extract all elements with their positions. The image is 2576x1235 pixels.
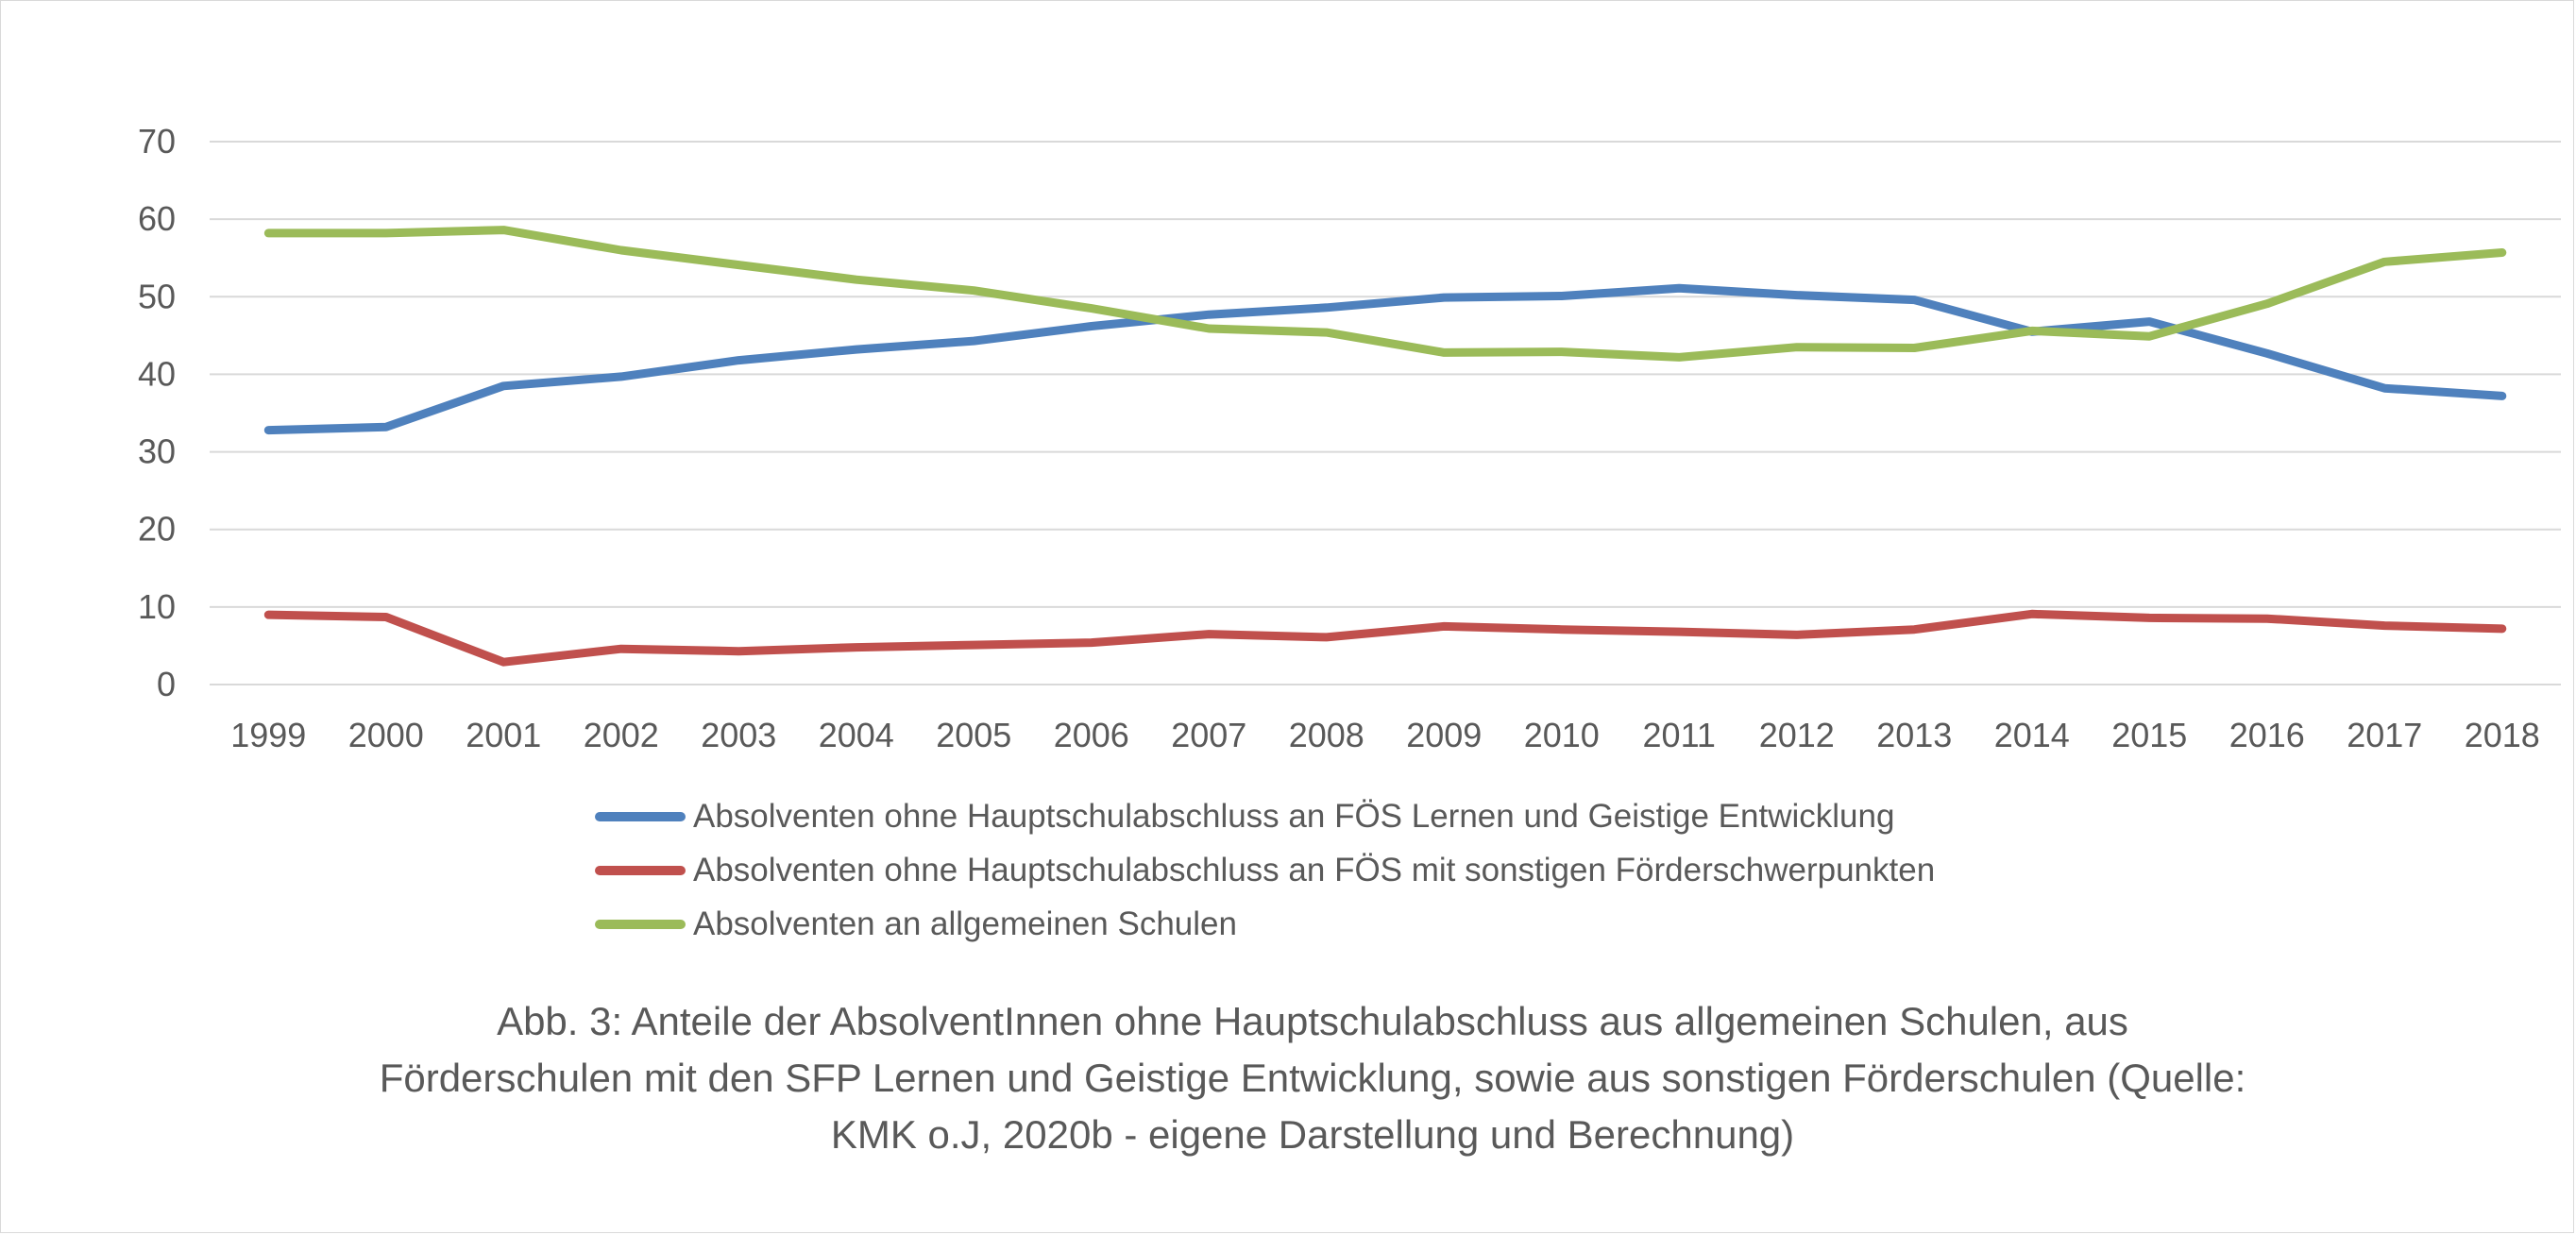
legend-item: Absolventen an allgemeinen Schulen	[595, 897, 1935, 951]
y-tick-label: 60	[138, 199, 176, 238]
x-tick-label: 2014	[1994, 716, 2070, 754]
y-tick-label: 70	[138, 122, 176, 161]
x-tick-label: 2007	[1171, 716, 1246, 754]
y-tick-label: 40	[138, 354, 176, 393]
x-tick-label: 2017	[2347, 716, 2422, 754]
legend-swatch	[595, 811, 686, 821]
x-tick-label: 2002	[584, 716, 659, 754]
x-tick-label: 2013	[1876, 716, 1952, 754]
legend-label: Absolventen ohne Hauptschulabschluss an …	[693, 851, 1936, 888]
x-tick-label: 2010	[1524, 716, 1600, 754]
series-line	[263, 609, 2507, 667]
x-axis-ticks: 1999 2000 2001 2002 2003 2004 2005 2006 2007 2008…	[230, 716, 2540, 754]
legend: Absolventen ohne Hauptschulabschluss an …	[595, 789, 1935, 951]
line-chart: 0 10 20 30 40 50 60 70 1999 2000 2001 2002 2003 2004…	[138, 122, 2561, 754]
legend-item: Absolventen ohne Hauptschulabschluss an …	[595, 843, 1935, 897]
series-lines	[263, 226, 2507, 667]
caption-line: Förderschulen mit den SFP Lernen und Gei…	[379, 1056, 2246, 1100]
y-tick-label: 20	[138, 510, 176, 549]
x-tick-label: 2008	[1289, 716, 1364, 754]
x-tick-label: 2015	[2111, 716, 2187, 754]
x-tick-label: 2005	[936, 716, 1011, 754]
y-axis-ticks: 0 10 20 30 40 50 60 70	[138, 122, 176, 703]
x-tick-label: 2004	[819, 716, 894, 754]
x-tick-label: 2001	[466, 716, 541, 754]
series-line	[263, 226, 2507, 362]
x-tick-label: 1999	[230, 716, 306, 754]
x-tick-label: 2003	[701, 716, 776, 754]
y-tick-label: 50	[138, 277, 176, 315]
legend-swatch	[595, 865, 686, 875]
x-tick-label: 2006	[1054, 716, 1129, 754]
caption-line: Abb. 3: Anteile der AbsolventInnen ohne …	[497, 999, 2128, 1043]
legend-label: Absolventen an allgemeinen Schulen	[693, 905, 1237, 942]
y-tick-label: 10	[138, 587, 176, 626]
y-tick-label: 30	[138, 432, 176, 471]
x-tick-label: 2018	[2465, 716, 2540, 754]
y-tick-label: 0	[157, 665, 176, 703]
legend-label: Absolventen ohne Hauptschulabschluss an …	[693, 797, 1895, 835]
x-tick-label: 2011	[1643, 716, 1716, 754]
caption-line: KMK o.J, 2020b - eigene Darstellung und …	[830, 1112, 1795, 1157]
x-tick-label: 2012	[1759, 716, 1835, 754]
legend-swatch	[595, 919, 686, 929]
figure-caption: Abb. 3: Anteile der AbsolventInnen ohne …	[283, 993, 2342, 1163]
series-line	[263, 283, 2507, 435]
x-tick-label: 2009	[1406, 716, 1482, 754]
x-tick-label: 2000	[348, 716, 424, 754]
x-tick-label: 2016	[2229, 716, 2305, 754]
gridlines	[210, 141, 2561, 685]
legend-item: Absolventen ohne Hauptschulabschluss an …	[595, 789, 1935, 843]
